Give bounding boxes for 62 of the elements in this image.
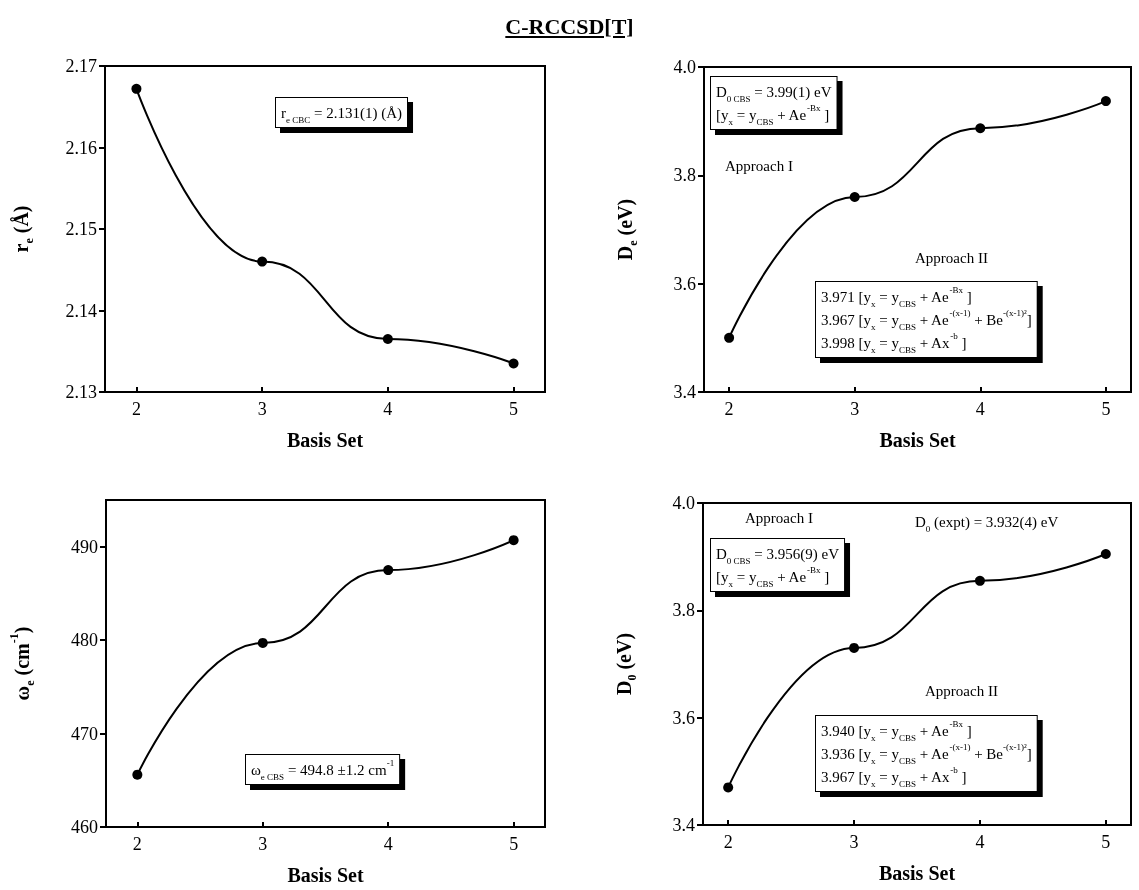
x-tick-label: 3 [849,832,859,852]
x-tick-label: 2 [132,834,142,854]
x-tick-label: 3 [850,399,860,419]
point [257,637,268,648]
point [383,565,394,576]
point [508,535,519,546]
y-tick-label: 2.15 [65,219,97,239]
point [382,334,393,345]
y-tick-label: 3.4 [672,815,695,835]
point [131,83,142,94]
x-tick-label: 4 [975,832,985,852]
y-tick-label: 460 [71,817,98,837]
point [849,192,860,202]
x-tick-label: 5 [1101,832,1111,852]
y-axis-title: ωe (cm-1) [7,626,37,701]
x-tick-label: 4 [975,399,985,419]
point [849,642,860,653]
x-tick-label: 2 [724,399,734,419]
annotation: Approach I [725,157,793,174]
x-axis-title: Basis Set [287,864,364,886]
point [723,782,734,793]
chart-title: C-RCCSD[T] [504,14,635,40]
point [974,575,985,586]
x-tick-label: 4 [383,834,393,854]
x-tick-label: 3 [258,834,268,854]
annotation: Approach I [745,509,813,526]
y-tick-label: 480 [71,630,98,651]
y-tick-label: 3.6 [672,707,695,728]
y-tick-label: 3.6 [673,273,696,294]
point [132,769,143,780]
annotation: Approach II [915,249,988,266]
y-tick-label: 470 [71,723,98,744]
x-tick-label: 4 [383,399,393,419]
point [257,256,268,267]
x-tick-label: 2 [723,832,733,852]
point [1100,96,1111,107]
y-tick-label: 2.16 [65,137,97,158]
y-tick-label: 490 [71,536,98,557]
x-tick-label: 5 [509,834,519,854]
annotation: Approach II [925,682,998,699]
y-tick-label: 3.8 [672,600,695,621]
y-tick-label: 3.4 [673,382,696,402]
y-tick-label: 4.0 [673,57,696,77]
x-axis-title: Basis Set [879,429,956,451]
y-axis-title: re (Å) [10,205,36,253]
point [1100,548,1111,559]
y-axis-title: De (eV) [614,198,640,261]
x-tick-label: 2 [131,399,141,419]
x-axis-title: Basis Set [286,429,364,451]
y-tick-label: 4.0 [672,493,695,513]
point [508,358,519,369]
x-tick-label: 5 [1101,399,1111,419]
point [724,332,735,343]
x-tick-label: 3 [257,399,267,419]
y-tick-label: 3.8 [673,165,696,186]
y-tick-label: 2.14 [65,300,97,321]
y-axis-title: D0 (eV) [613,632,639,696]
x-axis-title: Basis Set [878,862,956,884]
point [975,123,986,134]
x-tick-label: 5 [509,399,519,419]
y-tick-label: 2.13 [65,382,97,402]
y-tick-label: 2.17 [65,56,97,76]
